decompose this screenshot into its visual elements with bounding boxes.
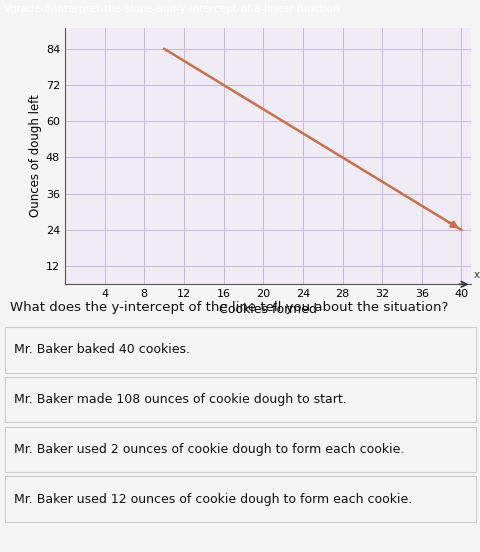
Y-axis label: Ounces of dough left: Ounces of dough left <box>29 94 42 217</box>
Text: Mr. Baker used 2 ounces of cookie dough to form each cookie.: Mr. Baker used 2 ounces of cookie dough … <box>14 443 404 456</box>
X-axis label: Cookies formed: Cookies formed <box>219 303 316 316</box>
Text: x: x <box>472 270 479 280</box>
Text: Mr. Baker used 12 ounces of cookie dough to form each cookie.: Mr. Baker used 12 ounces of cookie dough… <box>14 492 412 506</box>
Text: Vgrade-8/interpret-the-slope-and-y-intercept-of-a-linear-function: Vgrade-8/interpret-the-slope-and-y-inter… <box>4 4 340 14</box>
Text: Mr. Baker baked 40 cookies.: Mr. Baker baked 40 cookies. <box>14 343 190 357</box>
Text: What does the y-intercept of the line tell you about the situation?: What does the y-intercept of the line te… <box>10 301 447 314</box>
Text: Mr. Baker made 108 ounces of cookie dough to start.: Mr. Baker made 108 ounces of cookie doug… <box>14 393 346 406</box>
